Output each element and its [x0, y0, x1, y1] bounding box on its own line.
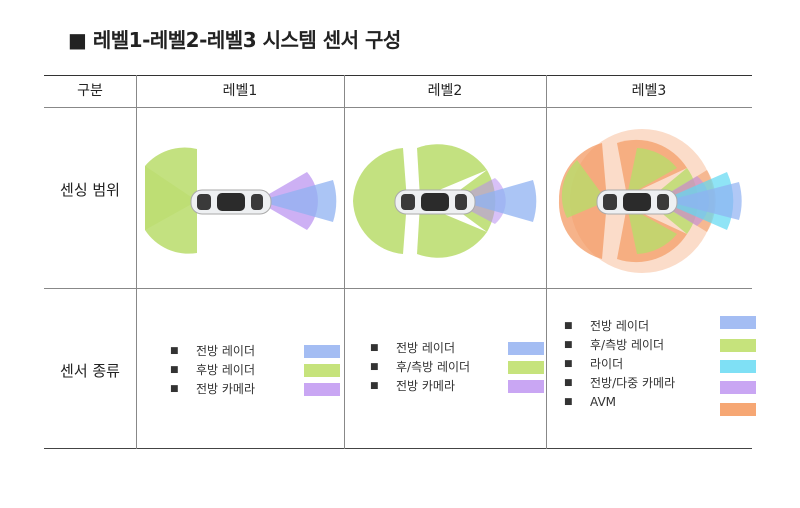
legend-label: AVM	[590, 395, 617, 409]
side-radar-zone-rear-left	[353, 148, 407, 201]
bullet-icon: ■	[370, 362, 379, 372]
sensor-table: 구분 레벨1 레벨2 레벨3 센싱 범위 센서 종류	[44, 75, 756, 449]
legend-label: 전방 카메라	[196, 382, 256, 396]
level2-sensor-legend: ■ 전방 레이더 ■ 후/측방 레이더 ■ 전방 카메라	[370, 339, 544, 396]
legend-label: 전방 레이더	[196, 344, 256, 358]
level3-sensing-diagram	[547, 108, 752, 288]
legend-swatch	[720, 381, 756, 394]
front-radar-zone	[470, 180, 537, 222]
legend-label: 전방/다중 카메라	[590, 376, 676, 390]
legend-item: ■ 전방 레이더	[564, 316, 756, 336]
legend-label: 후/측방 레이더	[396, 360, 471, 374]
bullet-icon: ■	[564, 321, 573, 331]
legend-label: 후방 레이더	[196, 363, 256, 377]
legend-label: 전방 카메라	[396, 379, 456, 393]
legend-label: 라이더	[590, 357, 624, 371]
legend-swatch	[508, 342, 544, 355]
bullet-icon: ■	[370, 381, 379, 391]
bullet-icon: ■	[170, 384, 179, 394]
header-level2: 레벨2	[427, 83, 463, 99]
bullet-icon: ■	[564, 359, 573, 369]
side-radar-zone-front-left	[417, 144, 487, 198]
legend-item: ■ 전방 카메라	[170, 380, 340, 399]
col-divider-1	[136, 75, 137, 449]
legend-swatch	[720, 339, 756, 352]
level3-sensor-legend: ■ 전방 레이더 ■ 후/측방 레이더 ■ 라이더 ■ 전방/다중 카메라 ■ AVM	[564, 316, 756, 416]
row-label-sensing-range: 센싱 범위	[60, 181, 120, 199]
level1-sensing-diagram	[137, 108, 344, 288]
header-category: 구분	[77, 83, 103, 99]
legend-swatch	[304, 383, 340, 396]
row-divider	[44, 288, 752, 289]
legend-swatch	[720, 360, 756, 373]
car-icon	[190, 189, 272, 215]
legend-item: ■ 전방 레이더	[370, 339, 544, 358]
front-radar-zone	[269, 180, 337, 222]
header-level3: 레벨3	[631, 83, 667, 99]
table-bottom-border	[44, 448, 752, 449]
legend-item: ■ AVM	[564, 393, 756, 416]
row-label-sensor-type: 센서 종류	[60, 362, 120, 380]
page-title: ■ 레벨1-레벨2-레벨3 시스템 센서 구성	[68, 28, 401, 52]
legend-item: ■ 전방 카메라	[370, 377, 544, 396]
legend-swatch	[304, 364, 340, 377]
table-top-border	[44, 75, 752, 76]
legend-swatch	[304, 345, 340, 358]
legend-label: 후/측방 레이더	[590, 338, 665, 352]
bullet-icon: ■	[564, 378, 573, 388]
col-divider-2	[344, 75, 345, 449]
legend-item: ■ 후/측방 레이더	[370, 358, 544, 377]
legend-item: ■ 후/측방 레이더	[564, 336, 756, 355]
legend-item: ■ 전방 레이더	[170, 342, 340, 361]
col-divider-3	[546, 75, 547, 449]
legend-label: 전방 레이더	[590, 319, 650, 333]
legend-swatch	[508, 380, 544, 393]
header-level1: 레벨1	[222, 83, 258, 99]
bullet-icon: ■	[564, 340, 573, 350]
legend-item: ■ 후방 레이더	[170, 361, 340, 380]
legend-swatch	[720, 403, 756, 416]
bullet-icon: ■	[170, 365, 179, 375]
legend-swatch	[508, 361, 544, 374]
legend-label: 전방 레이더	[396, 341, 456, 355]
legend-swatch	[720, 316, 756, 329]
legend-item: ■ 전방/다중 카메라	[564, 374, 756, 394]
level2-sensing-diagram	[345, 108, 546, 288]
bullet-icon: ■	[170, 346, 179, 356]
front-radar-zone	[677, 182, 742, 220]
header-divider	[44, 107, 752, 108]
level1-sensor-legend: ■ 전방 레이더 ■ 후방 레이더 ■ 전방 카메라	[170, 342, 340, 399]
car-icon	[596, 189, 678, 215]
bullet-icon: ■	[564, 397, 573, 407]
legend-item: ■ 라이더	[564, 355, 756, 374]
bullet-icon: ■	[370, 343, 379, 353]
car-icon	[394, 189, 476, 215]
